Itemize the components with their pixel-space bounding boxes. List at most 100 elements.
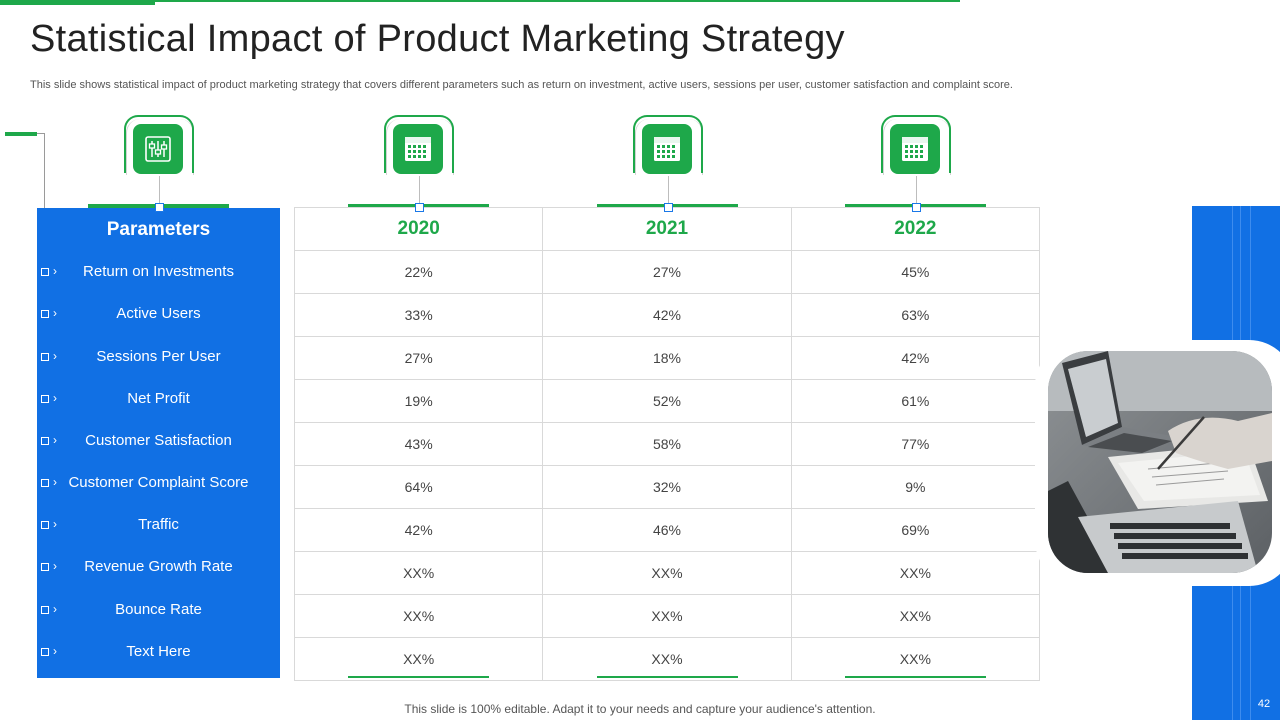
table-row: XX% XX% XX% — [293, 594, 1041, 638]
table-cell: 45% — [790, 250, 1041, 294]
table-cell: XX% — [293, 551, 544, 595]
year-2020-bottom-bar — [348, 676, 489, 678]
statistics-table: 2020 2021 2022 22% 27% 45% 33% 42% 63% 2… — [293, 207, 1041, 681]
table-cell: XX% — [293, 637, 544, 681]
table-cell: 43% — [293, 422, 544, 466]
table-header-row: 2020 2021 2022 — [293, 207, 1041, 251]
timeline-node — [41, 479, 49, 487]
year-2020-icon-holder — [384, 115, 454, 177]
table-cell: 42% — [542, 293, 792, 337]
table-row: XX% XX% XX% — [293, 637, 1041, 681]
connector-node — [415, 203, 424, 212]
table-row: 33% 42% 63% — [293, 293, 1041, 337]
parameter-item: › Return on Investments — [37, 251, 280, 293]
table-cell: 52% — [542, 379, 792, 423]
table-row: 64% 32% 9% — [293, 465, 1041, 509]
table-cell: XX% — [542, 637, 792, 681]
chevron-right-icon: › — [53, 602, 57, 616]
table-cell: 46% — [542, 508, 792, 552]
year-header: 2020 — [293, 207, 544, 251]
side-connector-line — [37, 133, 45, 134]
timeline-node — [41, 648, 49, 656]
table-cell: 18% — [542, 336, 792, 380]
parameters-panel: Parameters › Return on Investments › Act… — [37, 208, 280, 678]
table-cell: 42% — [293, 508, 544, 552]
parameters-icon-holder — [124, 115, 194, 177]
table-cell: 32% — [542, 465, 792, 509]
table-cell: XX% — [790, 594, 1041, 638]
table-cell: XX% — [542, 551, 792, 595]
year-2022-icon-holder — [881, 115, 951, 177]
table-cell: 27% — [293, 336, 544, 380]
table-cell: 63% — [790, 293, 1041, 337]
timeline-node — [41, 310, 49, 318]
connector-node — [664, 203, 673, 212]
table-cell: 77% — [790, 422, 1041, 466]
timeline-node — [41, 395, 49, 403]
side-accent-bar — [5, 132, 37, 136]
year-2022-bottom-bar — [845, 676, 986, 678]
sliders-icon — [133, 124, 183, 174]
parameter-item: › Net Profit — [37, 378, 280, 420]
slide-title: Statistical Impact of Product Marketing … — [30, 18, 845, 60]
parameter-item: › Text Here — [37, 631, 280, 673]
calendar-icon — [642, 124, 692, 174]
timeline-node — [41, 268, 49, 276]
table-cell: 61% — [790, 379, 1041, 423]
table-cell: 19% — [293, 379, 544, 423]
connector-node — [155, 203, 164, 212]
table-row: 42% 46% 69% — [293, 508, 1041, 552]
table-cell: XX% — [790, 551, 1041, 595]
timeline-node — [41, 521, 49, 529]
chevron-right-icon: › — [53, 559, 57, 573]
business-photo — [1048, 351, 1272, 573]
calendar-icon — [890, 124, 940, 174]
table-cell: XX% — [542, 594, 792, 638]
table-row: 43% 58% 77% — [293, 422, 1041, 466]
chevron-right-icon: › — [53, 644, 57, 658]
parameter-item: › Bounce Rate — [37, 589, 280, 631]
chevron-right-icon: › — [53, 264, 57, 278]
parameter-item: › Active Users — [37, 293, 280, 335]
year-2021-connector — [668, 176, 669, 204]
parameter-item: › Sessions Per User — [37, 336, 280, 378]
chevron-right-icon: › — [53, 433, 57, 447]
table-row: XX% XX% XX% — [293, 551, 1041, 595]
table-cell: 33% — [293, 293, 544, 337]
chevron-right-icon: › — [53, 517, 57, 531]
timeline-node — [41, 606, 49, 614]
table-cell: 9% — [790, 465, 1041, 509]
table-cell: XX% — [790, 637, 1041, 681]
table-cell: 42% — [790, 336, 1041, 380]
chevron-right-icon: › — [53, 349, 57, 363]
year-header: 2022 — [790, 207, 1041, 251]
table-cell: 27% — [542, 250, 792, 294]
chevron-right-icon: › — [53, 391, 57, 405]
chevron-right-icon: › — [53, 475, 57, 489]
parameter-item: › Revenue Growth Rate — [37, 546, 280, 588]
year-2022-connector — [916, 176, 917, 204]
table-cell: 64% — [293, 465, 544, 509]
table-row: 19% 52% 61% — [293, 379, 1041, 423]
table-cell: 58% — [542, 422, 792, 466]
table-row: 22% 27% 45% — [293, 250, 1041, 294]
table-row: 27% 18% 42% — [293, 336, 1041, 380]
year-2021-bottom-bar — [597, 676, 738, 678]
year-2021-icon-holder — [633, 115, 703, 177]
parameter-item: › Customer Complaint Score — [37, 462, 280, 504]
parameter-item: › Customer Satisfaction — [37, 420, 280, 462]
chevron-right-icon: › — [53, 306, 57, 320]
parameter-item: › Traffic — [37, 504, 280, 546]
parameters-connector — [159, 176, 160, 204]
top-accent-line — [0, 0, 960, 2]
page-number: 42 — [1257, 698, 1271, 710]
timeline-node — [41, 353, 49, 361]
table-cell: 69% — [790, 508, 1041, 552]
table-cell: XX% — [293, 594, 544, 638]
timeline-node — [41, 437, 49, 445]
calendar-icon — [393, 124, 443, 174]
timeline-node — [41, 563, 49, 571]
parameters-header: Parameters — [106, 219, 211, 240]
year-2020-connector — [419, 176, 420, 204]
slide-subtitle: This slide shows statistical impact of p… — [30, 79, 1013, 91]
